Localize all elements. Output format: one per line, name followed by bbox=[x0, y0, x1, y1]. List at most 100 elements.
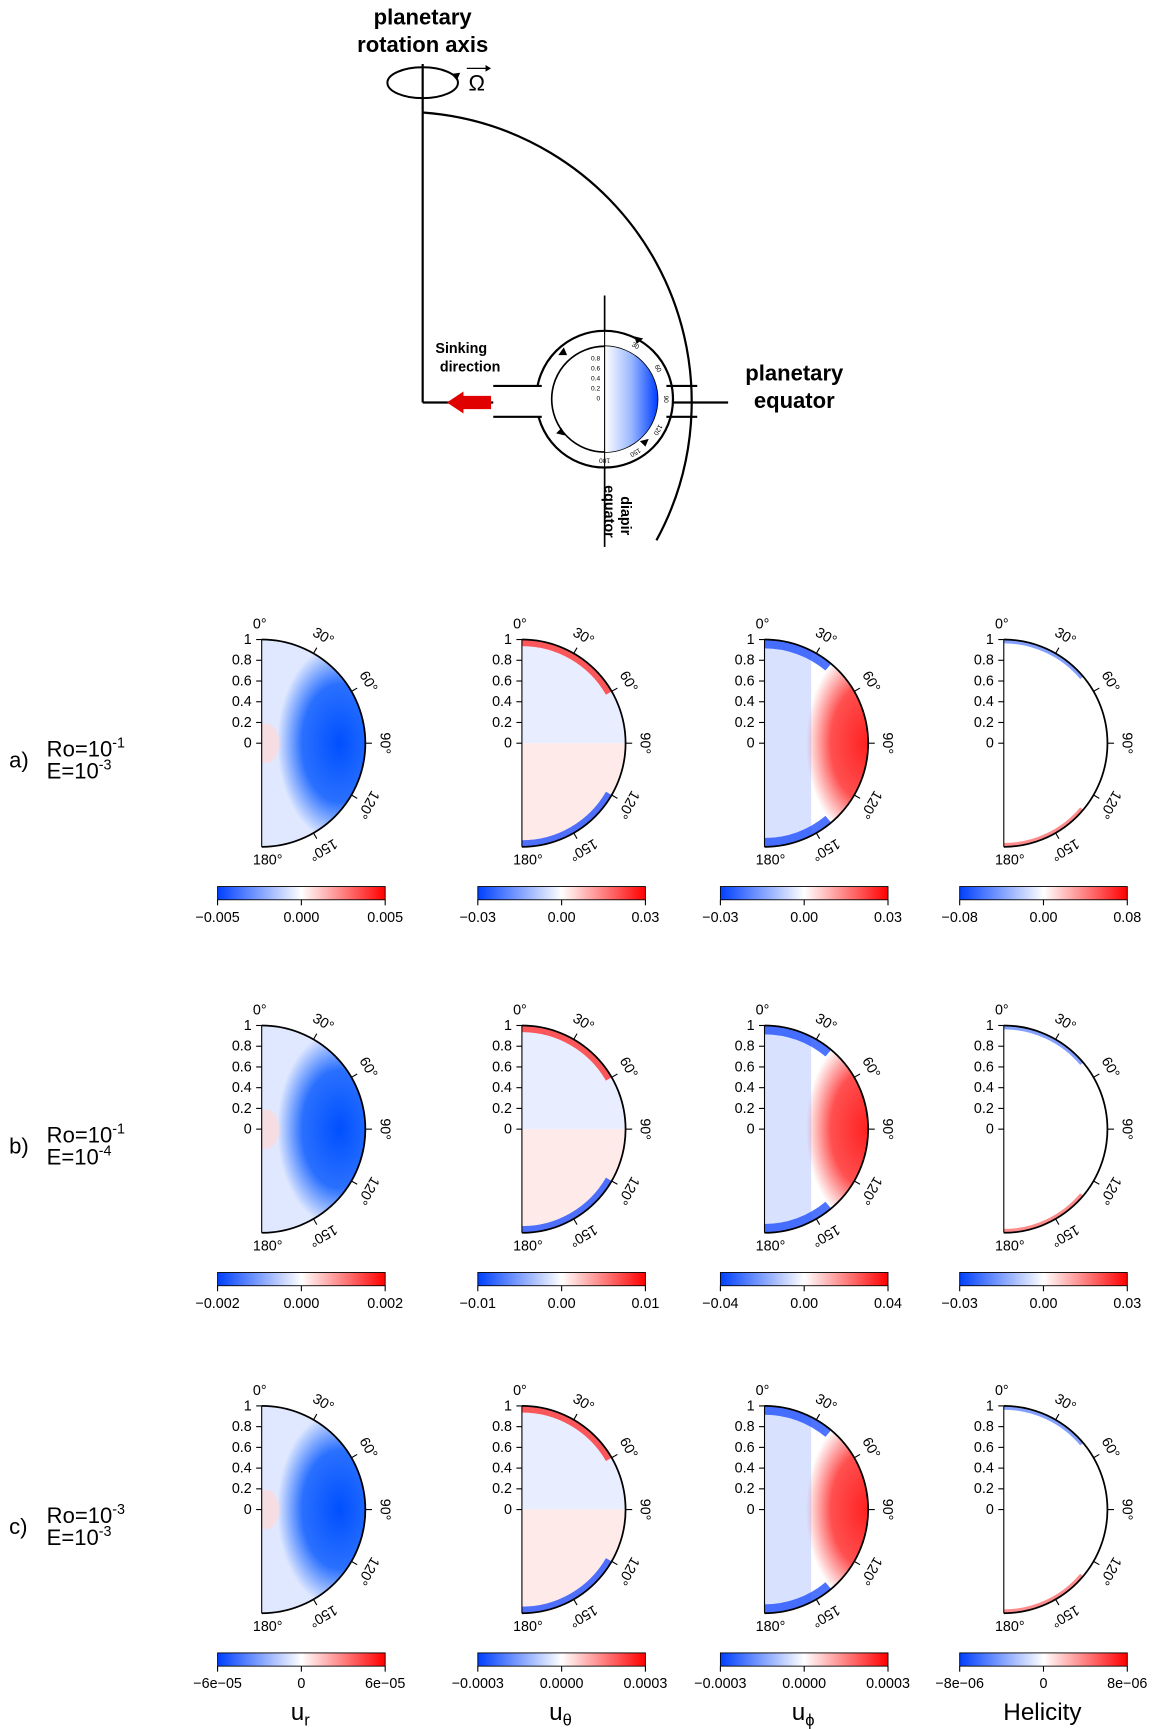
row-params: E=10-4 bbox=[47, 1144, 112, 1170]
column-label: uθ bbox=[549, 1699, 572, 1729]
angle-tick bbox=[1055, 832, 1060, 839]
field-rim bbox=[521, 1405, 612, 1462]
axis-label: rotation axis bbox=[357, 32, 488, 57]
radial-tick-label: 1 bbox=[986, 1398, 994, 1414]
radial-tick-label: 1 bbox=[747, 632, 755, 648]
radial-tick-label: 0.2 bbox=[492, 1101, 512, 1117]
colorbar-label: −8e−06 bbox=[935, 1676, 984, 1692]
colorbar-label: 0.000 bbox=[283, 1296, 319, 1312]
angle-tick-label: 30° bbox=[570, 1011, 597, 1036]
angle-tick bbox=[1093, 794, 1100, 799]
colorbar bbox=[217, 886, 386, 901]
angle-tick bbox=[573, 647, 578, 654]
radial-tick-label: 0.8 bbox=[492, 653, 512, 669]
row-params: E=10-3 bbox=[47, 1524, 112, 1550]
angle-tick bbox=[351, 1073, 358, 1078]
field-rim bbox=[764, 815, 832, 847]
angle-tick-label: 0° bbox=[513, 1002, 527, 1018]
colorbar-label: 0.00 bbox=[548, 1296, 576, 1312]
panel-outline bbox=[1003, 1024, 1109, 1234]
field-rim bbox=[764, 1582, 832, 1614]
angle-tick bbox=[573, 1413, 578, 1421]
ro-exp: -3 bbox=[112, 1502, 125, 1518]
field-rim bbox=[521, 791, 612, 847]
angle-tick-label: 90° bbox=[637, 1118, 653, 1140]
row-label: a) bbox=[9, 747, 29, 772]
angle-tick-label: 90° bbox=[376, 1118, 392, 1140]
field-rim bbox=[521, 1558, 612, 1614]
channel bbox=[493, 385, 542, 417]
angle-tick bbox=[351, 1560, 358, 1566]
colorbar-label: 0.01 bbox=[631, 1296, 659, 1312]
column-symbol: u bbox=[291, 1699, 305, 1726]
angle-tick bbox=[1093, 1560, 1100, 1566]
angle-tick bbox=[853, 1073, 861, 1078]
angle-tick bbox=[351, 794, 358, 799]
radial-tick-label: 0 bbox=[986, 736, 994, 752]
radial-tick-label: 1 bbox=[747, 1398, 755, 1414]
planet-surface bbox=[422, 111, 693, 541]
e-exp: -4 bbox=[99, 1144, 112, 1160]
inset-tick: 30 bbox=[630, 341, 640, 351]
radial-tick-label: 1 bbox=[244, 632, 252, 648]
angle-tick bbox=[351, 1453, 358, 1459]
equator-label: planetary bbox=[745, 360, 844, 385]
radial-tick-label: 0.6 bbox=[735, 673, 755, 689]
angle-tick bbox=[1055, 1033, 1060, 1040]
colorbar-label: 0.03 bbox=[631, 910, 659, 926]
radial-tick-label: 0.4 bbox=[735, 1080, 755, 1096]
colorbar bbox=[959, 1652, 1128, 1667]
angle-tick bbox=[853, 794, 861, 799]
radial-tick-label: 0.6 bbox=[232, 673, 252, 689]
angle-tick bbox=[1093, 687, 1100, 692]
axis-label: planetary bbox=[374, 4, 473, 29]
angle-tick-label: 90° bbox=[637, 1499, 653, 1521]
colorbar bbox=[477, 886, 646, 901]
colorbar-label: −0.03 bbox=[702, 910, 738, 926]
angle-tick-label: 150° bbox=[306, 1601, 340, 1630]
radial-tick-label: 0.4 bbox=[974, 1080, 994, 1096]
field-rim bbox=[521, 1177, 612, 1233]
colorbar bbox=[477, 1272, 646, 1287]
radial-tick-label: 0.2 bbox=[735, 1481, 755, 1497]
colorbar-label: −0.0003 bbox=[694, 1676, 746, 1692]
angle-tick-label: 30° bbox=[310, 1011, 337, 1036]
field bbox=[521, 1025, 626, 1233]
colorbar-label: −0.01 bbox=[460, 1296, 496, 1312]
colorbar-label: −0.002 bbox=[195, 1296, 239, 1312]
inset-tick: 0.4 bbox=[591, 375, 601, 382]
field bbox=[764, 1025, 869, 1233]
colorbar-label: 0.00 bbox=[548, 910, 576, 926]
radial-tick-label: 0.2 bbox=[974, 1481, 994, 1497]
field-blob bbox=[277, 1030, 366, 1228]
angle-tick bbox=[815, 1033, 821, 1040]
field-rim bbox=[764, 1405, 832, 1437]
angle-tick bbox=[1093, 1073, 1100, 1078]
colorbar-label: 0.04 bbox=[874, 1296, 902, 1312]
inset-tick: 0 bbox=[597, 395, 601, 402]
angle-tick bbox=[351, 687, 358, 692]
angle-tick-label: 150° bbox=[809, 1601, 843, 1630]
angle-tick bbox=[853, 1453, 861, 1459]
row-label: b) bbox=[9, 1133, 29, 1158]
field-blob bbox=[277, 1411, 366, 1609]
angle-tick-label: 150° bbox=[566, 1601, 600, 1630]
colorbar-label: −0.005 bbox=[195, 910, 239, 926]
angle-tick-label: 60° bbox=[356, 1435, 381, 1462]
row-letter: b) bbox=[9, 1133, 29, 1158]
angle-tick-label: 180° bbox=[756, 1619, 786, 1635]
radial-tick-label: 0.4 bbox=[492, 1461, 512, 1477]
sinking-label: direction bbox=[440, 360, 501, 376]
inset-tick: 90 bbox=[662, 395, 669, 403]
field-blob bbox=[261, 723, 280, 764]
arrow-head bbox=[485, 65, 492, 72]
panel-outline bbox=[521, 1405, 627, 1615]
field bbox=[764, 639, 869, 847]
radial-tick-label: 0.6 bbox=[735, 1059, 755, 1075]
angle-tick bbox=[1093, 1453, 1100, 1459]
angle-tick-label: 180° bbox=[513, 853, 543, 869]
angle-tick-label: 180° bbox=[995, 1238, 1025, 1254]
radial-tick-label: 0.4 bbox=[232, 1080, 252, 1096]
angle-tick-label: 30° bbox=[812, 1391, 839, 1416]
radial-tick-label: 0.8 bbox=[735, 1419, 755, 1435]
